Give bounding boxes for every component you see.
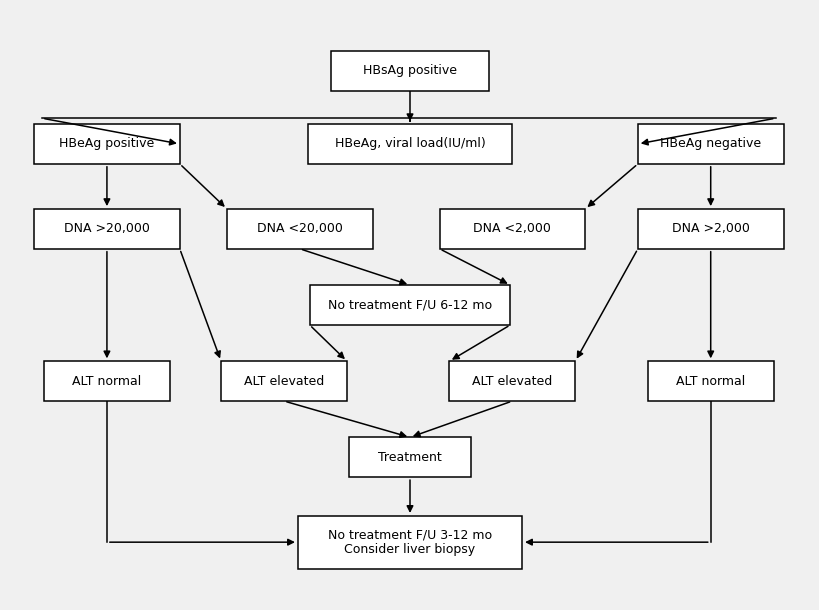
FancyBboxPatch shape <box>449 361 575 401</box>
Text: DNA >20,000: DNA >20,000 <box>64 223 150 235</box>
Text: ALT elevated: ALT elevated <box>243 375 324 387</box>
Text: No treatment F/U 6-12 mo: No treatment F/U 6-12 mo <box>328 298 491 312</box>
FancyBboxPatch shape <box>331 51 488 91</box>
FancyBboxPatch shape <box>34 209 179 249</box>
FancyBboxPatch shape <box>439 209 585 249</box>
FancyBboxPatch shape <box>44 361 170 401</box>
FancyBboxPatch shape <box>637 124 783 164</box>
FancyBboxPatch shape <box>221 361 346 401</box>
FancyBboxPatch shape <box>349 437 470 477</box>
Text: DNA <2,000: DNA <2,000 <box>473 223 550 235</box>
FancyBboxPatch shape <box>637 209 783 249</box>
Text: DNA <20,000: DNA <20,000 <box>256 223 342 235</box>
Text: ALT normal: ALT normal <box>72 375 142 387</box>
Text: DNA >2,000: DNA >2,000 <box>671 223 749 235</box>
FancyBboxPatch shape <box>34 124 179 164</box>
Text: HBeAg, viral load(IU/ml): HBeAg, viral load(IU/ml) <box>334 137 485 151</box>
Text: HBeAg positive: HBeAg positive <box>59 137 154 151</box>
Text: Treatment: Treatment <box>378 451 441 464</box>
FancyBboxPatch shape <box>307 124 512 164</box>
Text: ALT normal: ALT normal <box>675 375 744 387</box>
Text: No treatment F/U 3-12 mo
Consider liver biopsy: No treatment F/U 3-12 mo Consider liver … <box>328 528 491 556</box>
FancyBboxPatch shape <box>297 516 522 569</box>
Text: HBeAg negative: HBeAg negative <box>659 137 760 151</box>
FancyBboxPatch shape <box>310 285 509 325</box>
FancyBboxPatch shape <box>227 209 372 249</box>
FancyBboxPatch shape <box>647 361 773 401</box>
Text: ALT elevated: ALT elevated <box>472 375 552 387</box>
Text: HBsAg positive: HBsAg positive <box>363 64 456 77</box>
